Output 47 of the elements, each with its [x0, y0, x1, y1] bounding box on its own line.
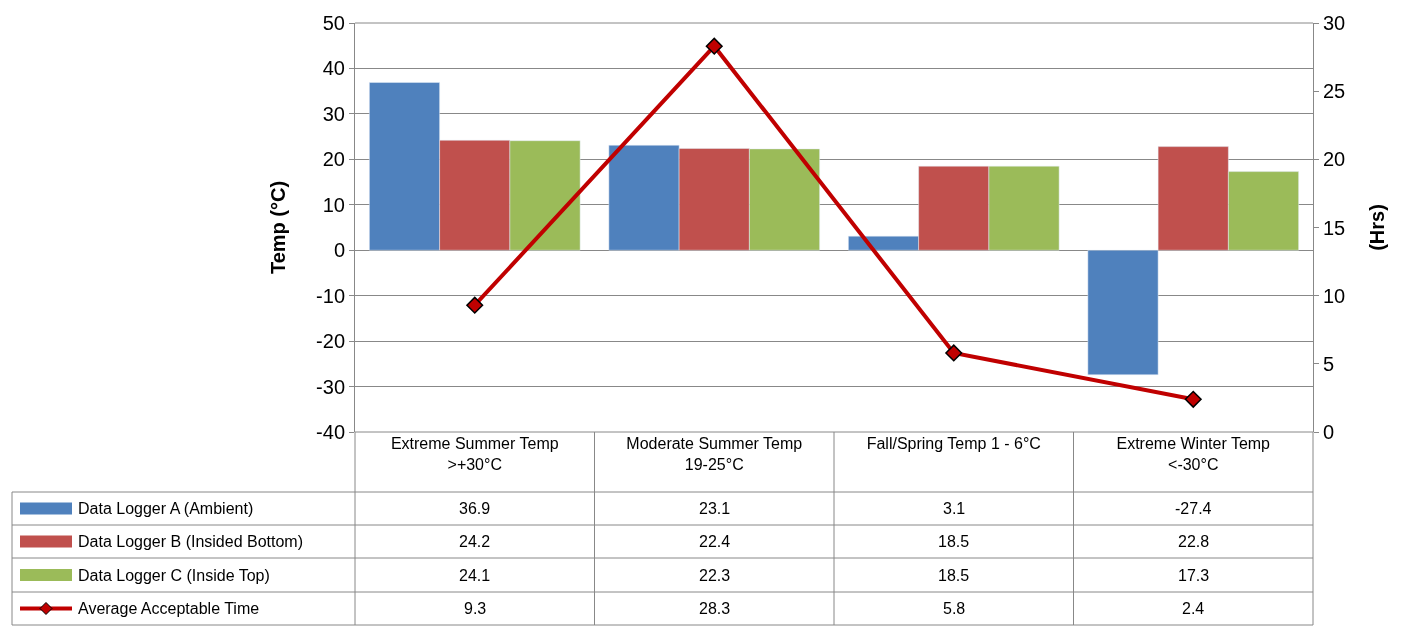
y2-tick-label: 25: [1323, 80, 1346, 103]
y2-tick-label: 10: [1323, 284, 1346, 307]
data-label: 2.4: [1182, 600, 1205, 617]
y-tick-label: 40: [322, 57, 345, 80]
data-label: 3.1: [943, 500, 966, 517]
data-label: 22.3: [699, 567, 731, 584]
y-tick-label: 0: [333, 239, 345, 262]
point: [1184, 390, 1202, 408]
y2-tick-label: 20: [1323, 148, 1346, 171]
data-label: -27.4: [1175, 500, 1212, 517]
point: [705, 37, 723, 55]
legend-label: Average Acceptable Time: [78, 600, 260, 617]
y2-axis-title: (Hrs): [1365, 204, 1388, 251]
point: [466, 296, 484, 314]
legend-label: Data Logger C (Inside Top): [78, 567, 270, 584]
data-label: 5.8: [943, 600, 966, 617]
y-tick-label: -10: [316, 284, 345, 307]
y-tick-label: 20: [322, 148, 345, 171]
y-tick-label: -40: [316, 421, 345, 443]
y-tick-label: 30: [322, 102, 345, 125]
y-tick-label: -20: [316, 330, 345, 353]
data-label: 9.3: [464, 600, 487, 617]
y2-tick-label: 15: [1323, 216, 1346, 239]
y-axis-title: Temp (°C): [266, 180, 289, 275]
x-tick-label: Extreme Winter Temp <-30°C: [1116, 435, 1271, 473]
y-tick-label: 50: [322, 12, 345, 34]
data-label: 24.1: [459, 567, 491, 584]
data-label: 24.2: [459, 533, 491, 550]
y2-tick-label: 5: [1323, 352, 1335, 375]
legend-label: Data Logger B (Insided Bottom): [78, 533, 304, 550]
y2-tick-label: 30: [1323, 12, 1346, 34]
data-label: 22.8: [1178, 533, 1210, 550]
x-tick-label: Fall/Spring Temp 1 - 6°C: [866, 435, 1041, 452]
y-tick-label: -30: [316, 375, 345, 398]
data-label: 17.3: [1178, 567, 1210, 584]
legend-label: Data Logger A (Ambient): [78, 500, 254, 517]
y-tick-label: 10: [322, 193, 345, 216]
data-label: 18.5: [938, 567, 970, 584]
data-label: 22.4: [699, 533, 731, 550]
data-label: 23.1: [699, 500, 731, 517]
y2-tick-label: 0: [1323, 421, 1335, 443]
x-tick-label: Extreme Summer Temp >+30°C: [390, 435, 559, 473]
data-label: 18.5: [938, 533, 970, 550]
x-tick-label: Moderate Summer Temp 19-25°C: [626, 435, 803, 473]
data-label: 36.9: [459, 500, 491, 517]
data-label: 28.3: [699, 600, 731, 617]
point: [945, 344, 963, 362]
